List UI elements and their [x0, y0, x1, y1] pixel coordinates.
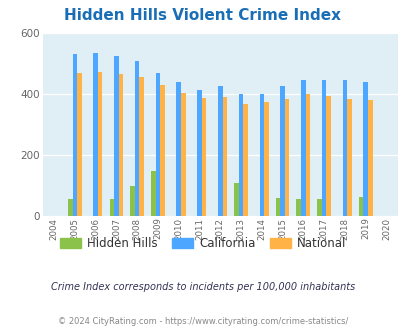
Bar: [77, 73, 81, 216]
Text: Crime Index corresponds to incidents per 100,000 inhabitants: Crime Index corresponds to incidents per…: [51, 282, 354, 292]
Bar: [222, 97, 226, 216]
Bar: [181, 92, 185, 216]
Bar: [326, 96, 330, 216]
Bar: [98, 72, 102, 216]
Bar: [263, 102, 268, 216]
Bar: [358, 197, 362, 216]
Bar: [68, 199, 72, 216]
Bar: [259, 94, 263, 216]
Bar: [305, 94, 309, 216]
Bar: [238, 94, 243, 216]
Bar: [114, 56, 118, 216]
Bar: [155, 73, 160, 216]
Bar: [284, 99, 289, 216]
Bar: [176, 82, 181, 216]
Bar: [72, 54, 77, 216]
Bar: [296, 199, 301, 216]
Bar: [160, 85, 164, 216]
Bar: [342, 80, 346, 216]
Text: © 2024 CityRating.com - https://www.cityrating.com/crime-statistics/: © 2024 CityRating.com - https://www.city…: [58, 317, 347, 326]
Bar: [151, 171, 155, 216]
Bar: [134, 61, 139, 216]
Bar: [217, 86, 222, 216]
Bar: [201, 98, 206, 216]
Bar: [197, 90, 201, 216]
Bar: [367, 100, 372, 216]
Bar: [243, 104, 247, 216]
Bar: [321, 80, 326, 216]
Bar: [275, 198, 279, 216]
Bar: [301, 80, 305, 216]
Bar: [139, 77, 144, 216]
Bar: [130, 185, 134, 216]
Bar: [93, 53, 98, 216]
Text: Hidden Hills Violent Crime Index: Hidden Hills Violent Crime Index: [64, 8, 341, 23]
Bar: [346, 99, 351, 216]
Bar: [316, 199, 321, 216]
Bar: [109, 199, 114, 216]
Bar: [279, 86, 284, 216]
Bar: [362, 82, 367, 216]
Legend: Hidden Hills, California, National: Hidden Hills, California, National: [55, 232, 350, 255]
Bar: [234, 182, 238, 216]
Bar: [118, 74, 123, 216]
